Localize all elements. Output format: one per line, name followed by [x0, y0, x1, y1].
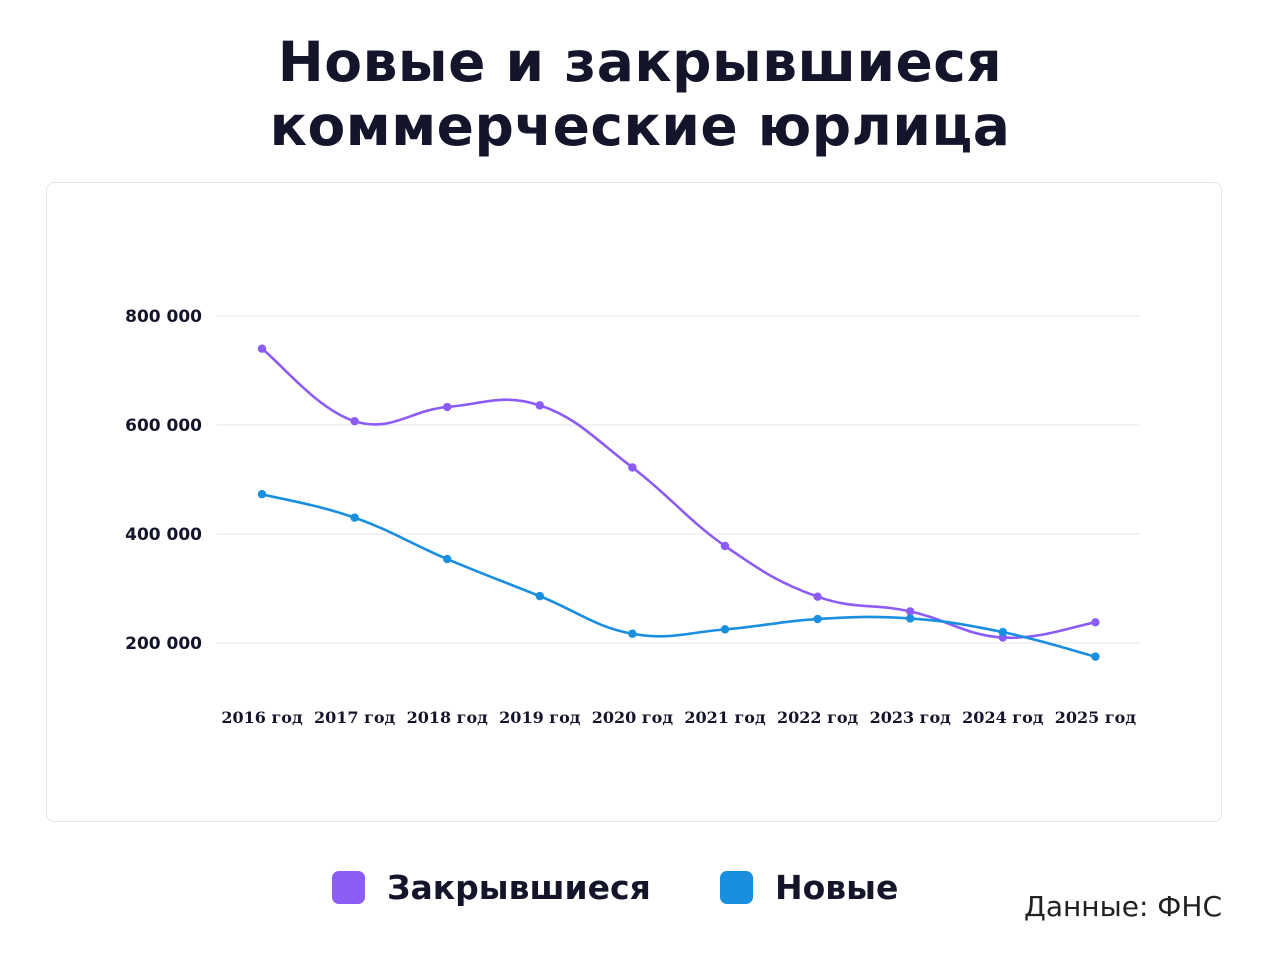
data-point-new-2	[350, 513, 359, 522]
legend-label-closed: Закрывшиеся	[387, 867, 651, 907]
x-tick-label-6: 2021 год	[684, 708, 766, 727]
data-point-new-7	[813, 614, 822, 624]
data-point-new-8	[906, 614, 915, 623]
y-tick-label-600000: 600 000	[125, 416, 202, 436]
legend: Закрывшиеся Новые	[0, 862, 1280, 912]
y-tick-label-200000: 200 000	[125, 634, 202, 654]
data-source: Данные: ФНС	[1023, 890, 1222, 923]
data-point-closed-2	[350, 416, 359, 426]
data-point-closed-4	[535, 401, 544, 410]
data-point-closed-1	[257, 344, 267, 353]
series-line-closed	[260, 347, 1097, 640]
chart-title-line-1: Новые и закрывшиеся	[277, 30, 1003, 94]
y-tick-label-800000: 800 000	[125, 307, 202, 327]
data-point-closed-5	[628, 463, 637, 472]
x-tick-label-3: 2018 год	[407, 708, 489, 727]
x-tick-label-7: 2022 год	[777, 708, 859, 727]
chart-title-line-2: коммерческие юрлица	[269, 94, 1011, 158]
x-tick-label-9: 2024 год	[962, 708, 1044, 727]
legend-swatch-closed	[332, 870, 365, 904]
legend-swatch-new	[720, 870, 753, 904]
data-point-closed-6	[720, 541, 730, 551]
data-point-new-6	[720, 625, 730, 634]
x-tick-label-8: 2023 год	[870, 708, 952, 727]
data-point-new-1	[257, 490, 267, 499]
x-tick-label-2: 2017 год	[314, 708, 396, 727]
chart-card: 200 000 400 000 600 000 800 000 2016 год 2017…	[46, 182, 1222, 822]
chart-title: Новые и закрывшиеся коммерческие юрлица	[0, 30, 1280, 158]
data-point-closed-10	[1091, 618, 1100, 627]
x-tick-label-10: 2025 год	[1055, 708, 1137, 727]
data-point-new-4	[535, 591, 544, 601]
x-tick-label-5: 2020 год	[592, 708, 674, 727]
series-line-new	[260, 492, 1097, 658]
data-point-new-9	[998, 627, 1007, 637]
data-point-closed-3	[443, 402, 452, 412]
x-tick-label-1: 2016 год	[221, 708, 303, 727]
line-chart: 200 000 400 000 600 000 800 000 2016 год 2017…	[125, 307, 1140, 727]
legend-label-new: Новые	[775, 867, 899, 907]
legend-item-closed: Закрывшиеся	[332, 862, 651, 912]
x-tick-label-4: 2019 год	[499, 708, 581, 727]
data-point-closed-8	[906, 607, 915, 616]
data-point-new-5	[628, 629, 637, 638]
y-tick-label-400000: 400 000	[125, 525, 202, 545]
data-point-closed-7	[813, 592, 822, 601]
data-point-new-10	[1091, 652, 1100, 661]
legend-item-new: Новые	[720, 862, 898, 912]
data-point-new-3	[443, 554, 452, 564]
